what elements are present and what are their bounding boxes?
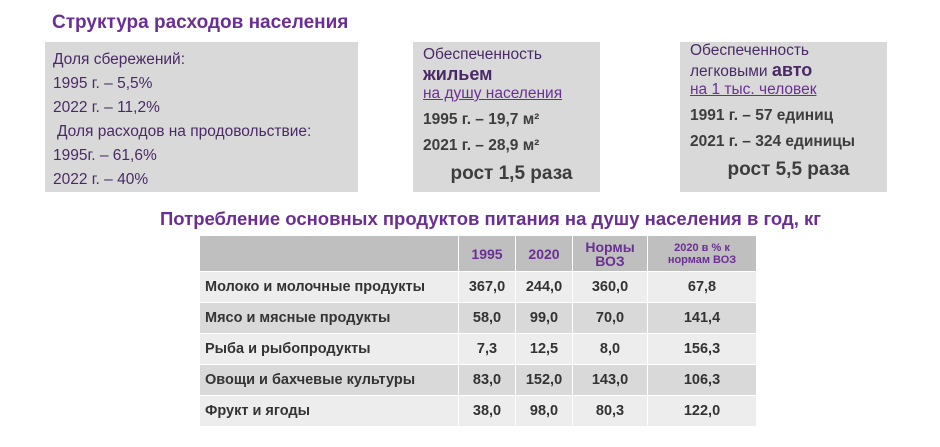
table-title: Потребление основных продуктов питания н… <box>160 208 821 229</box>
heading: Обеспеченность <box>690 42 809 59</box>
cell: 38,0 <box>458 395 516 427</box>
cell: 141,4 <box>647 302 757 334</box>
text-line: 2021 г. – 28,9 м² <box>423 137 540 154</box>
cell: 244,0 <box>515 271 573 303</box>
heading-line: легковыми авто <box>690 60 887 81</box>
cell: 360,0 <box>572 271 648 303</box>
header-cell: 1995 <box>458 235 516 272</box>
cell: 143,0 <box>572 364 648 396</box>
basis: на душу населения <box>423 85 563 102</box>
text-line: 1995г. – 61,6% <box>53 147 157 164</box>
cell: 12,5 <box>515 333 573 365</box>
row-label: Мясо и мясные продукты <box>199 302 459 334</box>
cell: 152,0 <box>515 364 573 396</box>
title: Структура расходов населения <box>52 12 349 33</box>
table-row: Фрукт и ягоды 38,0 98,0 80,3 122,0 <box>199 395 757 427</box>
table-row: Рыба и рыбопродукты 7,3 12,5 8,0 156,3 <box>199 333 757 365</box>
cars-box: Обеспеченность легковыми авто на 1 тыс. … <box>680 42 887 192</box>
housing-box: Обеспеченность жильем на душу населения … <box>413 42 600 192</box>
cell: 83,0 <box>458 364 516 396</box>
header-cell: 2020 в % к нормам ВОЗ <box>647 235 757 272</box>
text-line: Доля сбережений: <box>53 51 186 68</box>
row-label: Молоко и молочные продукты <box>199 271 459 303</box>
cell: 98,0 <box>515 395 573 427</box>
cell: 122,0 <box>647 395 757 427</box>
cell: 67,8 <box>647 271 757 303</box>
growth: рост 5,5 раза <box>727 159 850 180</box>
table-row: Мясо и мясные продукты 58,0 99,0 70,0 141,4 <box>199 302 757 334</box>
cell: 58,0 <box>458 302 516 334</box>
row-label: Овощи и бахчевые культуры <box>199 364 459 396</box>
growth: рост 1,5 раза <box>450 163 573 184</box>
prefix: легковыми <box>690 63 772 80</box>
text-line: Доля расходов на продовольствие: <box>57 123 312 140</box>
cell: 70,0 <box>572 302 648 334</box>
savings-box: Доля сбережений: 1995 г. – 5,5% 2022 г. … <box>45 42 358 192</box>
cell: 106,3 <box>647 364 757 396</box>
table-row: Овощи и бахчевые культуры 83,0 152,0 143,0 1… <box>199 364 757 396</box>
header-cell: Нормы ВОЗ <box>572 235 648 272</box>
text-line: 2022 г. – 40% <box>53 171 149 188</box>
row-label: Фрукт и ягоды <box>199 395 459 427</box>
heading: Обеспеченность <box>423 46 542 63</box>
cell: 99,0 <box>515 302 573 334</box>
cell: 367,0 <box>458 271 516 303</box>
text-line: 2021 г. – 324 единицы <box>690 133 856 150</box>
text-line: 2022 г. – 11,2% <box>53 99 160 116</box>
text-line: 1991 г. – 57 единиц <box>690 107 834 124</box>
keyword: авто <box>771 60 813 80</box>
cell: 156,3 <box>647 333 757 365</box>
cell: 80,3 <box>572 395 648 427</box>
cell: 7,3 <box>458 333 516 365</box>
row-label: Рыба и рыбопродукты <box>199 333 459 365</box>
text-line: 1995 г. – 19,7 м² <box>423 111 540 128</box>
header-cell <box>199 235 459 272</box>
header-row: 1995 2020 Нормы ВОЗ 2020 в % к нормам ВО… <box>199 235 757 272</box>
text-line: 1995 г. – 5,5% <box>53 75 153 92</box>
header-cell: 2020 <box>515 235 573 272</box>
basis: на 1 тыс. человек <box>690 81 817 98</box>
keyword: жильем <box>423 64 493 84</box>
cell: 8,0 <box>572 333 648 365</box>
table: 1995 2020 Нормы ВОЗ 2020 в % к нормам ВО… <box>199 235 757 427</box>
table-row: Молоко и молочные продукты 367,0 244,0 360,… <box>199 271 757 303</box>
